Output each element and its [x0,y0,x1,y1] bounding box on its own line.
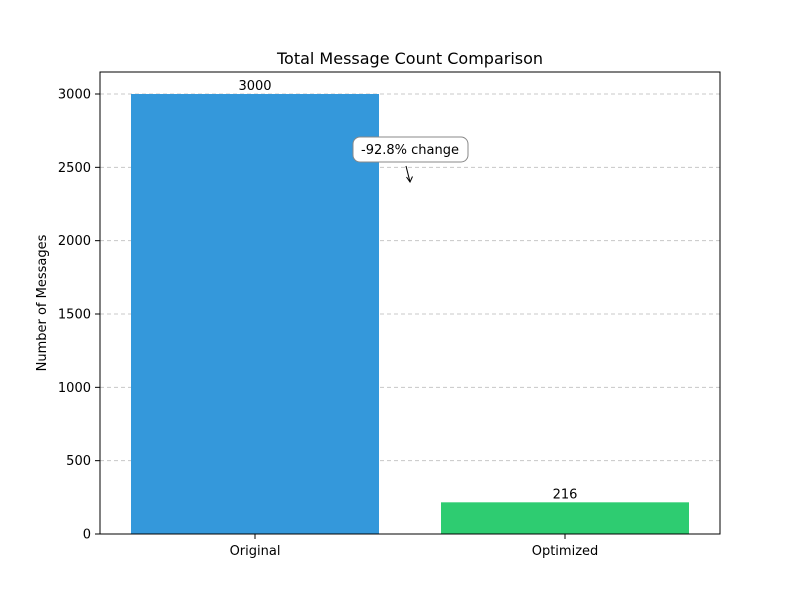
y-tick-label: 3000 [58,88,91,103]
y-tick-label: 2500 [58,161,91,176]
bar-optimized [441,502,689,534]
data-label: 3000 [238,79,271,94]
bar-original [131,94,379,534]
data-label: 216 [553,487,578,502]
y-axis-ticks: 0 500 1000 1500 2000 2500 3000 [58,88,100,543]
plot-frame [99,71,721,535]
x-tick-label: Optimized [532,544,599,559]
annotation-text: -92.8% change [361,143,459,158]
chart-title: Total Message Count Comparison [276,49,543,68]
annotation-arrow [405,165,411,183]
y-tick-label: 500 [66,454,91,469]
y-axis-label: Number of Messages [35,234,50,371]
grid-lines [100,93,720,462]
y-tick-label: 2000 [58,234,91,249]
y-tick-label: 1000 [58,381,91,396]
annotation: -92.8% change [352,136,469,184]
x-axis-ticks: Original Optimized [230,534,599,559]
y-tick-label: 1500 [58,308,91,323]
y-tick-label: 0 [83,528,91,543]
annotation-arrowhead [406,176,413,184]
bars [131,94,689,534]
annotation-box [352,136,469,163]
x-tick-label: Original [230,544,281,559]
data-labels: 3000 216 [238,79,577,502]
